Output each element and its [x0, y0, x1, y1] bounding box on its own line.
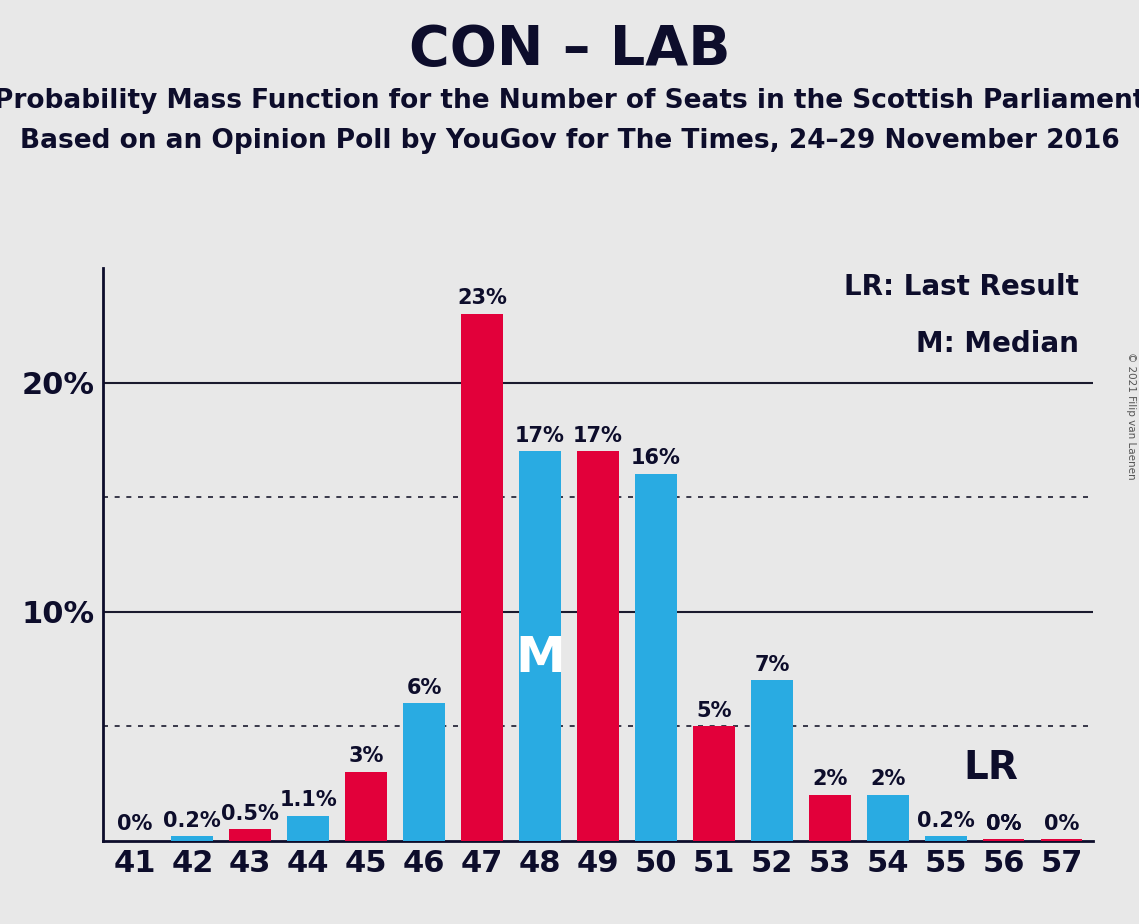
Text: 0%: 0% [986, 814, 1022, 833]
Bar [577, 451, 618, 841]
Bar [345, 772, 387, 841]
Text: 3%: 3% [349, 747, 384, 766]
Text: Based on an Opinion Poll by YouGov for The Times, 24–29 November 2016: Based on an Opinion Poll by YouGov for T… [19, 128, 1120, 153]
Text: 17%: 17% [573, 426, 623, 445]
Bar [287, 816, 329, 841]
Text: CON – LAB: CON – LAB [409, 23, 730, 77]
Text: Probability Mass Function for the Number of Seats in the Scottish Parliament: Probability Mass Function for the Number… [0, 88, 1139, 114]
Text: LR: Last Result: LR: Last Result [844, 273, 1079, 300]
Bar [1041, 840, 1082, 841]
Text: 1.1%: 1.1% [279, 790, 337, 810]
Text: LR: LR [964, 748, 1018, 786]
Text: 2%: 2% [812, 770, 847, 789]
Bar [751, 680, 793, 841]
Text: © 2021 Filip van Laenen: © 2021 Filip van Laenen [1126, 352, 1136, 480]
Text: M: M [515, 634, 565, 682]
Text: 0%: 0% [986, 814, 1022, 833]
Text: 7%: 7% [754, 655, 789, 675]
Bar [636, 474, 677, 841]
Bar [809, 795, 851, 841]
Text: 16%: 16% [631, 448, 681, 468]
Bar [925, 836, 967, 841]
Text: 0.2%: 0.2% [164, 810, 221, 831]
Text: 0.5%: 0.5% [221, 804, 279, 823]
Text: M: Median: M: Median [916, 330, 1079, 358]
Bar [403, 703, 445, 841]
Bar [461, 314, 503, 841]
Bar [229, 830, 271, 841]
Text: 17%: 17% [515, 426, 565, 445]
Bar [172, 836, 213, 841]
Text: 0%: 0% [1043, 814, 1080, 833]
Text: 2%: 2% [870, 770, 906, 789]
Bar [983, 840, 1024, 841]
Bar [867, 795, 909, 841]
Bar [519, 451, 560, 841]
Text: 6%: 6% [407, 677, 442, 698]
Text: 5%: 5% [696, 700, 731, 721]
Text: 0%: 0% [116, 814, 153, 833]
Text: 23%: 23% [457, 288, 507, 308]
Bar [693, 726, 735, 841]
Text: 0.2%: 0.2% [917, 810, 975, 831]
